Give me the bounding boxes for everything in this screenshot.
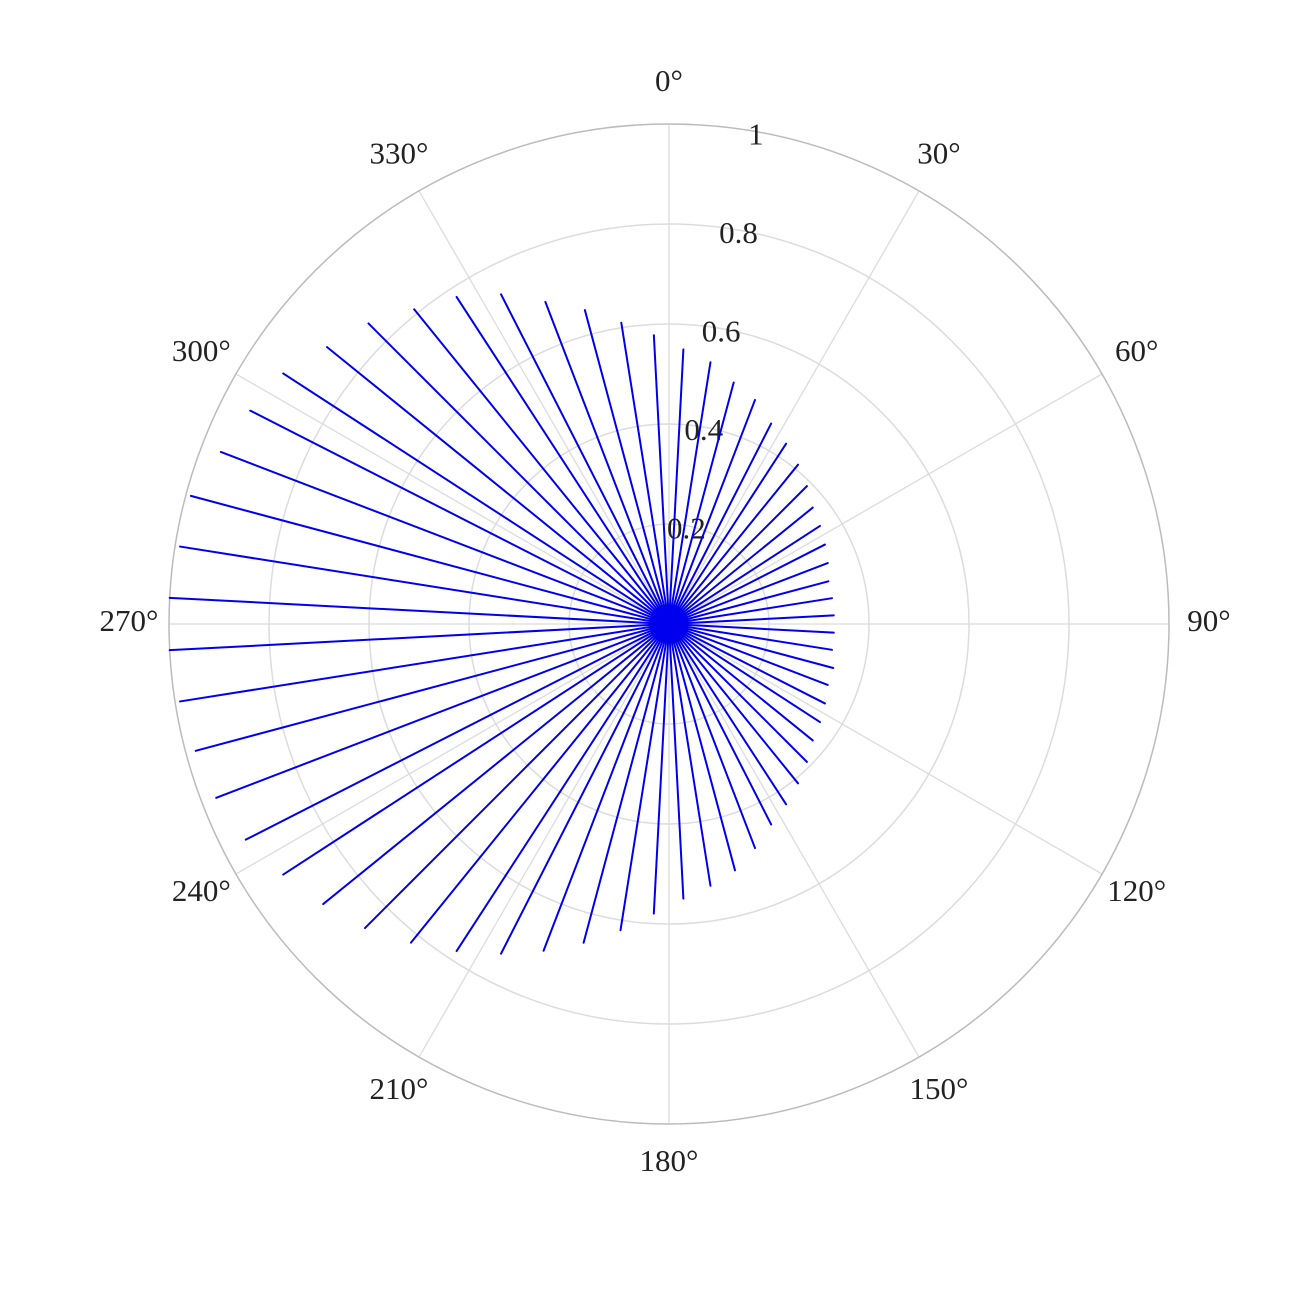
theta-tick-label: 60° bbox=[1115, 333, 1158, 368]
theta-tick-label: 270° bbox=[100, 603, 159, 638]
theta-tick-label: 120° bbox=[1107, 873, 1166, 908]
r-grid-ring bbox=[368, 323, 970, 925]
pattern-line bbox=[168, 293, 835, 955]
theta-tick-label: 300° bbox=[172, 333, 231, 368]
theta-tick-label: 210° bbox=[370, 1071, 429, 1106]
theta-grid-line bbox=[668, 373, 1103, 625]
theta-tick-label: 240° bbox=[172, 873, 231, 908]
theta-grid-line bbox=[418, 190, 670, 625]
outer-circle bbox=[168, 123, 1170, 1125]
theta-tick-label: 330° bbox=[370, 135, 429, 170]
r-grid-ring bbox=[268, 223, 1070, 1025]
theta-grid-line bbox=[235, 623, 670, 875]
r-grid-ring bbox=[568, 523, 770, 725]
r-grid-ring bbox=[468, 423, 870, 825]
theta-tick-label: 0° bbox=[655, 63, 683, 98]
r-tick-label: 1 bbox=[748, 117, 764, 152]
theta-tick-label: 150° bbox=[910, 1071, 969, 1106]
theta-grid-line bbox=[418, 623, 670, 1058]
theta-grid-line bbox=[668, 623, 920, 1058]
theta-tick-label: 180° bbox=[640, 1143, 699, 1178]
theta-tick-label: 30° bbox=[917, 135, 960, 170]
theta-tick-label: 90° bbox=[1187, 603, 1230, 638]
r-tick-label: 0.8 bbox=[719, 215, 758, 250]
r-tick-label: 0.6 bbox=[702, 314, 741, 349]
theta-grid-line bbox=[668, 623, 1103, 875]
theta-grid-line bbox=[235, 373, 670, 625]
theta-grid-line bbox=[668, 190, 920, 625]
